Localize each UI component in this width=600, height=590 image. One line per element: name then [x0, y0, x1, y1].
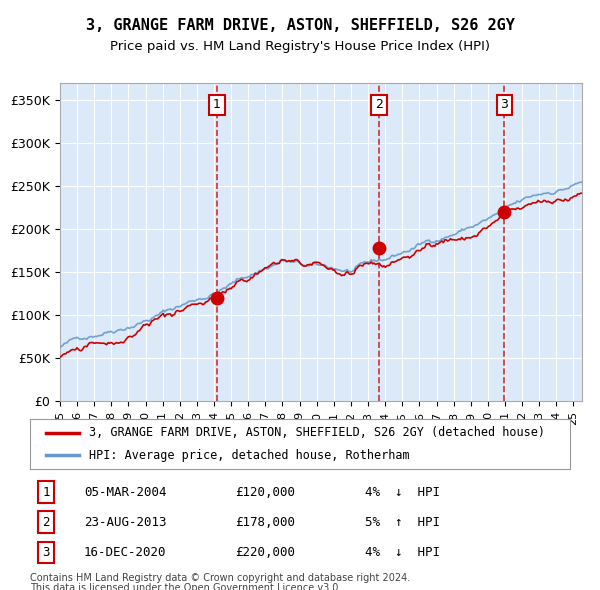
- Text: 05-MAR-2004: 05-MAR-2004: [84, 486, 167, 499]
- Text: 4%  ↓  HPI: 4% ↓ HPI: [365, 486, 440, 499]
- Text: 3: 3: [43, 546, 50, 559]
- Text: This data is licensed under the Open Government Licence v3.0.: This data is licensed under the Open Gov…: [30, 583, 341, 590]
- Text: Contains HM Land Registry data © Crown copyright and database right 2024.: Contains HM Land Registry data © Crown c…: [30, 573, 410, 584]
- Text: 4%  ↓  HPI: 4% ↓ HPI: [365, 546, 440, 559]
- Text: 16-DEC-2020: 16-DEC-2020: [84, 546, 167, 559]
- Text: 2: 2: [375, 99, 383, 112]
- Text: 23-AUG-2013: 23-AUG-2013: [84, 516, 167, 529]
- Text: 5%  ↑  HPI: 5% ↑ HPI: [365, 516, 440, 529]
- Text: Price paid vs. HM Land Registry's House Price Index (HPI): Price paid vs. HM Land Registry's House …: [110, 40, 490, 53]
- Text: £120,000: £120,000: [235, 486, 295, 499]
- Text: 1: 1: [43, 486, 50, 499]
- Text: £178,000: £178,000: [235, 516, 295, 529]
- Text: £220,000: £220,000: [235, 546, 295, 559]
- Text: 3: 3: [500, 99, 508, 112]
- Text: 3, GRANGE FARM DRIVE, ASTON, SHEFFIELD, S26 2GY: 3, GRANGE FARM DRIVE, ASTON, SHEFFIELD, …: [86, 18, 514, 32]
- Text: 1: 1: [213, 99, 221, 112]
- Text: 3, GRANGE FARM DRIVE, ASTON, SHEFFIELD, S26 2GY (detached house): 3, GRANGE FARM DRIVE, ASTON, SHEFFIELD, …: [89, 427, 545, 440]
- Text: HPI: Average price, detached house, Rotherham: HPI: Average price, detached house, Roth…: [89, 448, 410, 461]
- Text: 2: 2: [43, 516, 50, 529]
